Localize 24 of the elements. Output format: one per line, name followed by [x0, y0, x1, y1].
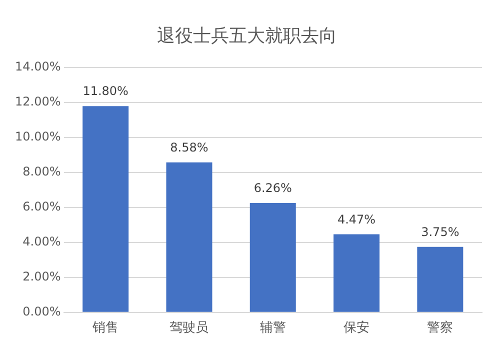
x-tick-label: 销售 — [92, 320, 119, 336]
data-label: 4.47% — [337, 212, 376, 226]
data-label: 8.58% — [170, 140, 208, 154]
data-label: 6.26% — [254, 181, 292, 196]
x-tick-label: 驾驶员 — [170, 320, 209, 336]
y-tick-label: 0.00% — [22, 304, 61, 319]
chart-title: 退役士兵五大就职去向 — [157, 25, 337, 46]
bar — [82, 106, 129, 312]
y-tick-label: 8.00% — [22, 164, 61, 179]
data-label: 11.80% — [82, 84, 128, 98]
y-tick-label: 2.00% — [22, 270, 61, 284]
bar — [166, 162, 212, 312]
y-tick-label: 10.00% — [14, 130, 61, 144]
y-tick-label: 12.00% — [14, 94, 61, 109]
bar — [334, 234, 380, 312]
y-tick-label: 14.00% — [14, 60, 61, 74]
bar — [250, 202, 296, 312]
y-tick-label: 6.00% — [22, 200, 61, 214]
x-tick-label: 保安 — [344, 320, 370, 336]
bar — [417, 246, 464, 312]
x-tick-label: 警察 — [427, 320, 454, 336]
y-tick-label: 4.00% — [22, 234, 61, 249]
x-tick-label: 辅警 — [260, 320, 286, 336]
data-label: 3.75% — [421, 224, 460, 239]
